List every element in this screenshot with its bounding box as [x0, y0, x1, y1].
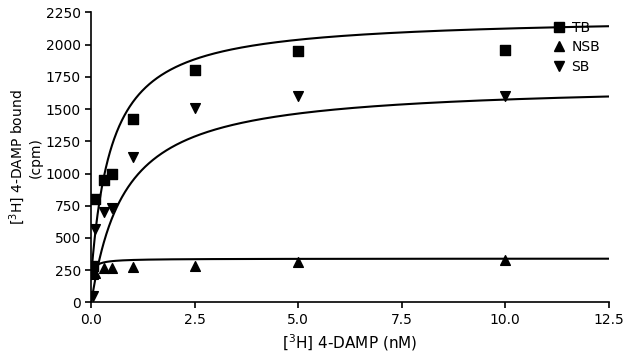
- SB: [500, 93, 510, 99]
- NSB: [127, 264, 138, 270]
- SB: [127, 154, 138, 159]
- SB: [190, 105, 200, 111]
- TB: [90, 197, 100, 202]
- NSB: [293, 260, 304, 265]
- Y-axis label: [$^{3}$H] 4-DAMP bound
(cpm): [$^{3}$H] 4-DAMP bound (cpm): [7, 90, 43, 225]
- TB: [88, 264, 98, 269]
- X-axis label: [$^{3}$H] 4-DAMP (nM): [$^{3}$H] 4-DAMP (nM): [282, 332, 418, 353]
- SB: [107, 206, 117, 211]
- SB: [293, 93, 304, 99]
- TB: [293, 48, 304, 54]
- NSB: [98, 265, 109, 271]
- TB: [190, 68, 200, 73]
- SB: [98, 209, 109, 215]
- TB: [98, 177, 109, 183]
- TB: [500, 47, 510, 53]
- TB: [127, 117, 138, 122]
- NSB: [190, 264, 200, 269]
- SB: [88, 293, 98, 299]
- NSB: [107, 265, 117, 270]
- NSB: [500, 257, 510, 263]
- SB: [90, 226, 100, 232]
- Legend: TB, NSB, SB: TB, NSB, SB: [548, 15, 606, 80]
- TB: [107, 171, 117, 176]
- NSB: [88, 271, 98, 277]
- NSB: [90, 270, 100, 276]
